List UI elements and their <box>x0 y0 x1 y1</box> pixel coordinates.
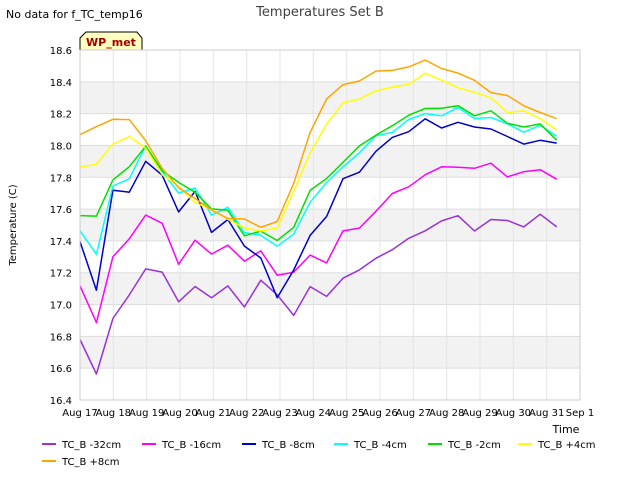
series-line-tc-b-4cm <box>79 72 558 232</box>
y-tick-label: 18.0 <box>50 141 72 152</box>
y-tick-label: 18.4 <box>50 78 72 89</box>
plot-band <box>80 209 580 241</box>
x-tick-label: Aug 20 <box>162 408 197 419</box>
legend-label: TC_B -16cm <box>161 440 221 451</box>
y-tick-label: 18.2 <box>50 110 72 121</box>
plot-frame <box>79 49 581 401</box>
series-layer <box>79 59 558 375</box>
plot-band <box>80 177 580 210</box>
x-tick-label: Aug 26 <box>362 408 397 419</box>
legend-entry: TC_B +8cm <box>42 457 120 468</box>
x-tick-label: Aug 18 <box>96 408 131 419</box>
legend-label: TC_B -32cm <box>61 440 121 451</box>
y-tick-label: 17.2 <box>50 269 72 280</box>
x-tick-label: Aug 17 <box>62 408 97 419</box>
wp-met-badge: WP_met <box>79 31 143 52</box>
plot-band <box>80 304 580 337</box>
plot-band <box>80 272 580 305</box>
legend-label: TC_B +8cm <box>61 457 120 468</box>
x-tick-label: Aug 27 <box>396 408 431 419</box>
legend-entry: TC_B -4cm <box>334 440 407 451</box>
legend-entry: TC_B -8cm <box>242 440 315 451</box>
series-line-tc-b-32cm <box>79 213 558 375</box>
x-axis-label: Time <box>552 423 580 436</box>
plot-background <box>80 50 580 400</box>
legend-entry: TC_B +4cm <box>518 440 596 451</box>
legend-entry: TC_B -2cm <box>428 440 501 451</box>
y-tick-label: 16.4 <box>50 396 72 407</box>
y-tick-label: 17.0 <box>50 301 72 312</box>
y-tick-label: 16.6 <box>50 364 72 375</box>
legend: TC_B -32cm TC_B -16cm TC_B -8cm TC_B -4cm TC… <box>42 440 596 468</box>
y-axis: 16.4 16.6 16.8 17.0 17.2 17.4 17.6 17.8 18.0 18.2… <box>50 46 72 407</box>
x-tick-label: Aug 24 <box>296 408 331 419</box>
series-line-tc-b-16cm <box>79 162 558 324</box>
series-line-tc-b-8cm <box>79 118 557 299</box>
series-line-tc-b-2cm <box>79 104 558 242</box>
y-axis-label: Temperature (C) <box>8 184 19 266</box>
y-tick-label: 18.6 <box>50 46 72 57</box>
x-tick-label: Aug 30 <box>496 408 531 419</box>
x-tick-label: Aug 28 <box>429 408 464 419</box>
y-tick-label: 17.6 <box>50 205 72 216</box>
x-tick-label: Aug 23 <box>262 408 297 419</box>
plot-band <box>80 336 580 369</box>
grid-lines <box>79 49 581 401</box>
legend-entry: TC_B -32cm <box>42 440 121 451</box>
no-data-note: No data for f_TC_temp16 <box>6 8 143 21</box>
x-tick-label: Aug 31 <box>529 408 564 419</box>
plot-band <box>80 368 580 400</box>
series-line-tc-b-8cm <box>79 59 557 229</box>
x-tick-label: Aug 29 <box>462 408 497 419</box>
x-tick-label: Aug 22 <box>229 408 264 419</box>
y-tick-label: 16.8 <box>50 332 72 343</box>
badge-label: WP_met <box>86 36 136 49</box>
x-tick-label: Aug 19 <box>129 408 164 419</box>
plot-band <box>80 50 580 82</box>
legend-label: TC_B -8cm <box>261 440 315 451</box>
x-tick-label: Aug 21 <box>196 408 231 419</box>
legend-label: TC_B -2cm <box>447 440 501 451</box>
x-tick-label: Sep 1 <box>566 408 594 419</box>
y-tick-label: 17.8 <box>50 173 72 184</box>
legend-entry: TC_B -16cm <box>142 440 221 451</box>
legend-label: TC_B +4cm <box>537 440 596 451</box>
chart-title: Temperatures Set B <box>255 5 384 20</box>
plot-band <box>80 81 580 114</box>
legend-label: TC_B -4cm <box>353 440 407 451</box>
x-tick-label: Aug 25 <box>329 408 364 419</box>
y-tick-label: 17.4 <box>50 237 72 248</box>
